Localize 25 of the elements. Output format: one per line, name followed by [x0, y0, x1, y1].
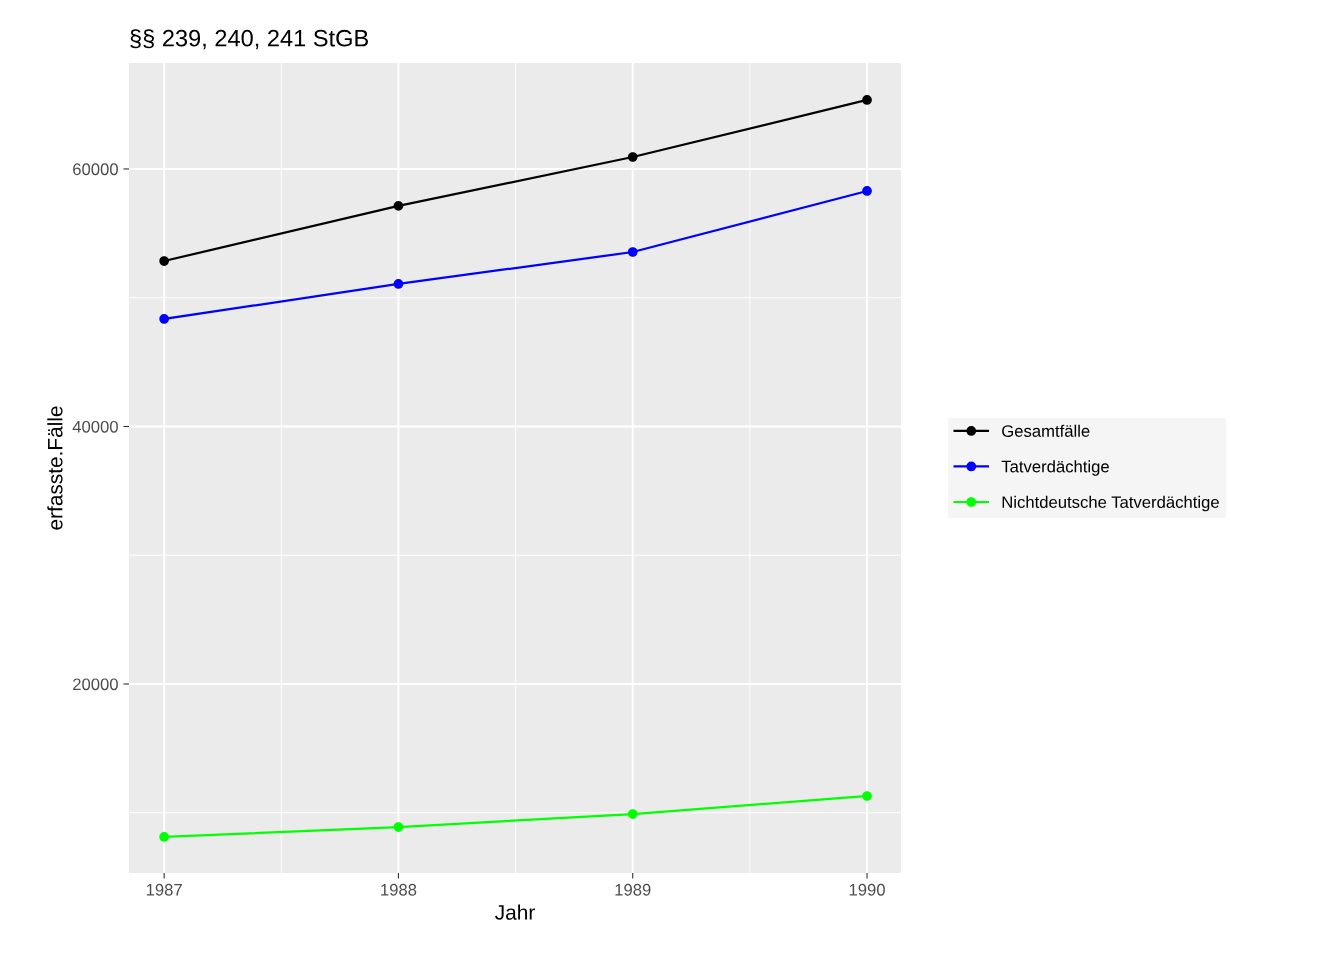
- legend-label: Nichtdeutsche Tatverdächtige: [1002, 495, 1219, 512]
- y-axis-title: erfasste.Fälle: [47, 406, 63, 530]
- y-tick-label: 60000: [73, 163, 118, 176]
- x-tick-label: 1990: [849, 883, 885, 896]
- legend-label: Gesamtfälle: [1002, 424, 1090, 437]
- point: [627, 247, 638, 257]
- point: [159, 314, 170, 324]
- legend-label: Tatverdächtige: [1001, 460, 1109, 476]
- x-tick-label: 1987: [146, 883, 182, 896]
- point: [393, 279, 404, 289]
- point: [862, 791, 872, 801]
- point: [862, 186, 872, 196]
- point: [393, 822, 404, 832]
- x-tick-label: 1989: [615, 883, 651, 896]
- point: [862, 95, 872, 105]
- x-axis-title: Jahr: [495, 904, 535, 920]
- y-tick-label: 40000: [72, 420, 118, 433]
- chart-title: §§ 239, 240, 241 StGB: [130, 29, 368, 50]
- point: [627, 152, 638, 162]
- point: [159, 832, 170, 842]
- y-tick-label: 20000: [73, 678, 118, 691]
- point: [159, 256, 170, 266]
- x-tick-label: 1988: [381, 883, 417, 896]
- point: [627, 809, 638, 819]
- point: [393, 201, 404, 211]
